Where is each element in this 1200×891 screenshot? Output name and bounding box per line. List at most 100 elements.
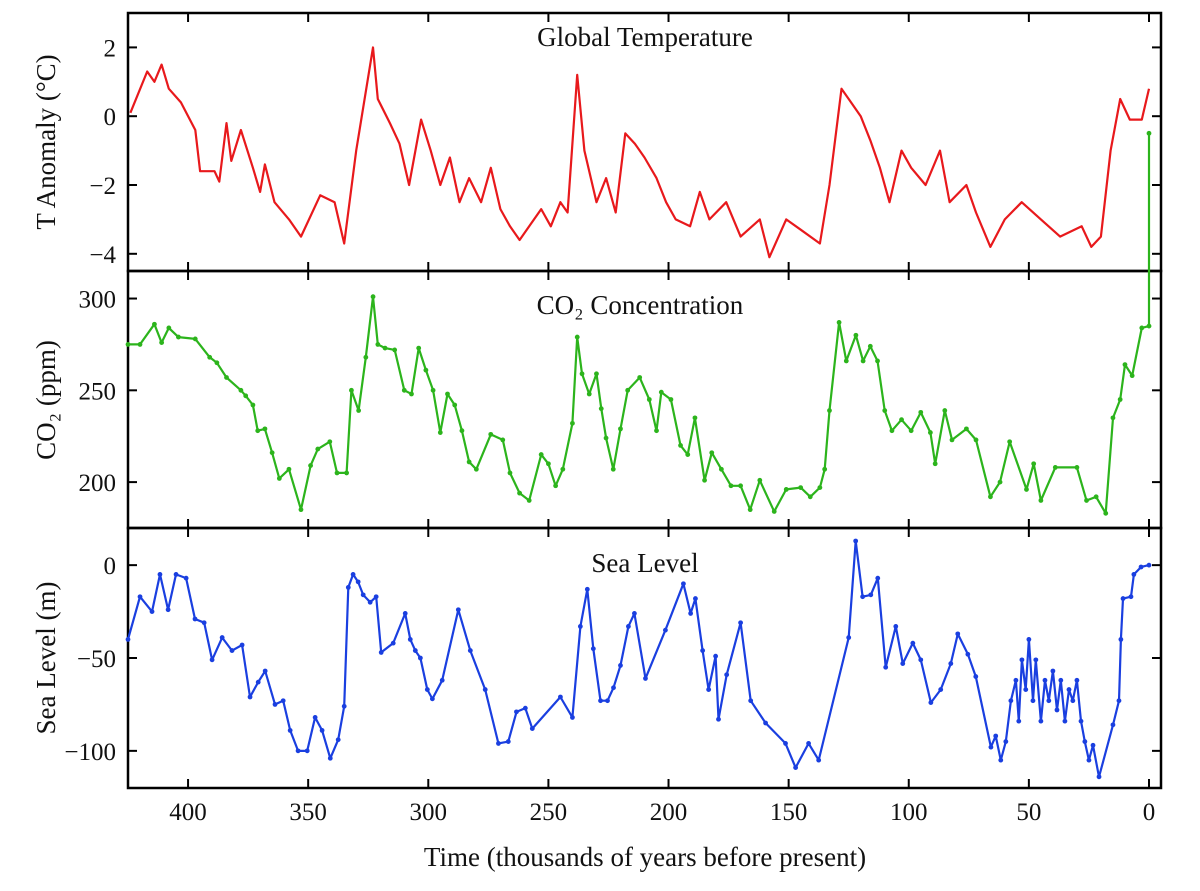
data-point-co2 [836,320,842,325]
data-point-co2 [949,437,955,443]
x-tick-label: 300 [410,799,448,826]
data-point-co2 [586,391,592,397]
data-point-sea-level [748,698,754,704]
data-point-sea-level [965,651,971,657]
data-point-co2 [747,507,753,513]
data-point-co2 [538,452,544,457]
data-point-sea-level [1066,687,1072,692]
data-point-co2 [658,389,664,395]
series-line-co2 [128,133,1151,515]
data-point-sea-level [417,655,423,661]
data-point-sea-level [1030,698,1036,704]
data-point-co2 [315,446,321,452]
data-point-sea-level [948,661,954,666]
data-point-sea-level [496,741,501,746]
data-point-co2 [327,439,333,445]
data-point-sea-level [590,646,596,652]
data-point-co2 [1139,325,1145,331]
y-tick-label: 0 [104,104,117,131]
data-point-co2 [553,483,559,489]
data-point-co2 [618,426,623,432]
data-point-sea-level [938,687,944,692]
data-point-sea-level [335,737,341,743]
data-point-co2 [783,487,789,492]
data-point-co2 [152,321,157,327]
data-point-co2 [243,393,249,399]
data-point-co2 [192,336,198,342]
data-point-co2 [238,387,244,393]
data-point-co2 [488,431,494,437]
data-point-sea-level [763,720,768,726]
data-point-sea-level [1003,739,1009,744]
data-point-co2 [610,466,616,472]
data-point-co2 [1038,498,1044,503]
panel-title-co2: CO₂ Concentration [537,290,744,320]
x-tick-label: 350 [289,799,327,826]
data-point-sea-level [229,648,235,653]
data-point-sea-level [183,575,189,581]
data-point-sea-level [663,627,668,633]
data-point-co2 [668,397,674,402]
data-point-co2 [1093,494,1099,500]
data-point-sea-level [1116,698,1122,704]
data-point-sea-level [482,687,488,692]
data-point-co2 [356,408,362,413]
data-point-sea-level [412,648,418,653]
data-point-co2 [166,325,172,331]
data-point-sea-level [688,611,694,616]
data-point-sea-level [173,572,179,577]
series-line-temperature [129,46,1151,259]
data-point-co2 [654,428,659,434]
data-point-co2 [437,430,443,435]
data-point-co2 [1052,465,1058,470]
data-point-sea-level [467,648,473,653]
data-point-co2 [401,387,407,393]
data-point-sea-level [900,661,906,666]
data-point-sea-level [522,705,528,711]
data-point-sea-level [1128,594,1134,600]
data-point-sea-level [439,677,445,683]
data-point-sea-level [280,698,286,704]
data-point-sea-level [693,596,698,601]
data-point-sea-level [1016,718,1022,724]
data-point-sea-level [295,748,301,754]
data-point-sea-level [201,620,207,626]
data-point-sea-level [724,672,730,678]
data-point-co2 [250,402,256,408]
data-point-sea-level [125,637,131,642]
data-point-co2 [973,437,979,443]
data-point-sea-level [570,715,575,720]
data-point-sea-level [806,741,811,746]
data-point-co2 [1117,397,1123,402]
data-point-sea-level [1033,657,1039,663]
data-point-sea-level [993,733,999,739]
data-point-sea-level [643,676,648,681]
data-point-sea-level [137,594,143,600]
data-point-co2 [125,342,131,347]
data-point-sea-level [893,624,899,629]
data-point-sea-level [868,592,874,598]
data-point-sea-level [514,709,519,715]
panel-title-sea-level: Sea Level [591,548,698,578]
data-point-co2 [276,476,282,481]
data-point-co2 [908,428,914,434]
data-point-co2 [692,415,698,421]
data-point-sea-level [1042,677,1048,683]
data-point-co2 [942,408,948,413]
data-point-co2 [889,428,895,434]
data-point-co2 [159,340,165,345]
data-point-co2 [927,430,933,435]
data-point-co2 [1084,498,1089,503]
data-point-co2 [430,387,436,393]
data-point-sea-level [429,696,435,702]
data-point-co2 [560,466,566,472]
data-point-sea-level [584,586,590,592]
y-tick-label: 200 [79,470,117,497]
data-point-sea-level [716,716,721,722]
data-point-co2 [255,428,261,434]
data-point-sea-level [424,687,430,692]
data-point-co2 [646,397,652,402]
y-tick-label: 300 [79,287,117,314]
y-axis-label-temperature: T Anomaly (°C) [31,54,61,229]
data-point-co2 [997,479,1003,485]
